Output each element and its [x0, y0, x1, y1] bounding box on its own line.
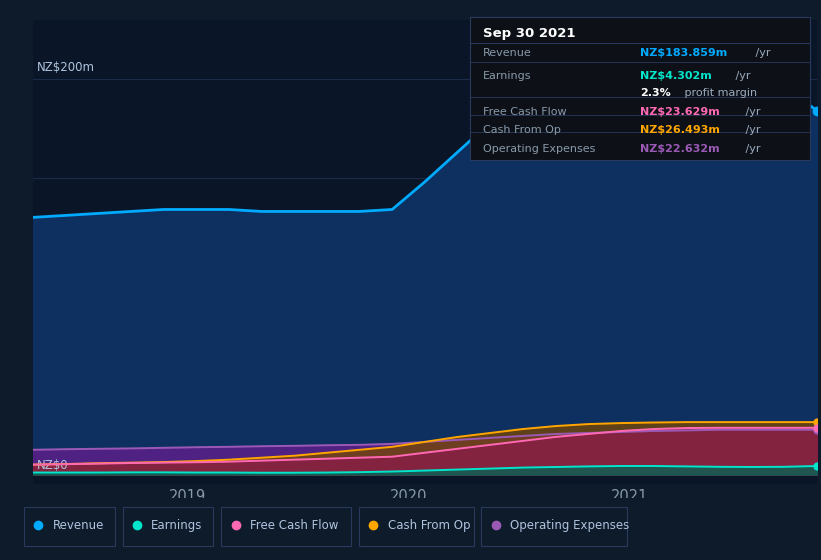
Text: Sep 30 2021: Sep 30 2021	[484, 27, 576, 40]
Text: Operating Expenses: Operating Expenses	[510, 519, 629, 532]
Text: NZ$183.859m: NZ$183.859m	[640, 48, 727, 58]
Text: Operating Expenses: Operating Expenses	[484, 144, 595, 154]
Text: /yr: /yr	[752, 48, 771, 58]
Text: /yr: /yr	[742, 144, 761, 154]
Text: 2.3%: 2.3%	[640, 88, 671, 98]
Text: NZ$200m: NZ$200m	[37, 61, 94, 74]
Text: NZ$26.493m: NZ$26.493m	[640, 125, 720, 136]
Text: Cash From Op: Cash From Op	[484, 125, 561, 136]
Text: NZ$4.302m: NZ$4.302m	[640, 71, 712, 81]
Text: NZ$22.632m: NZ$22.632m	[640, 144, 719, 154]
Text: profit margin: profit margin	[681, 88, 757, 98]
Text: Cash From Op: Cash From Op	[388, 519, 470, 532]
Text: Revenue: Revenue	[53, 519, 104, 532]
Text: NZ$0: NZ$0	[37, 459, 68, 472]
Text: Free Cash Flow: Free Cash Flow	[250, 519, 338, 532]
Text: NZ$23.629m: NZ$23.629m	[640, 107, 720, 117]
Text: /yr: /yr	[742, 107, 761, 117]
Text: Revenue: Revenue	[484, 48, 532, 58]
Text: Earnings: Earnings	[484, 71, 532, 81]
Text: Earnings: Earnings	[151, 519, 203, 532]
Text: Free Cash Flow: Free Cash Flow	[484, 107, 566, 117]
Text: /yr: /yr	[732, 71, 750, 81]
Text: /yr: /yr	[742, 125, 761, 136]
